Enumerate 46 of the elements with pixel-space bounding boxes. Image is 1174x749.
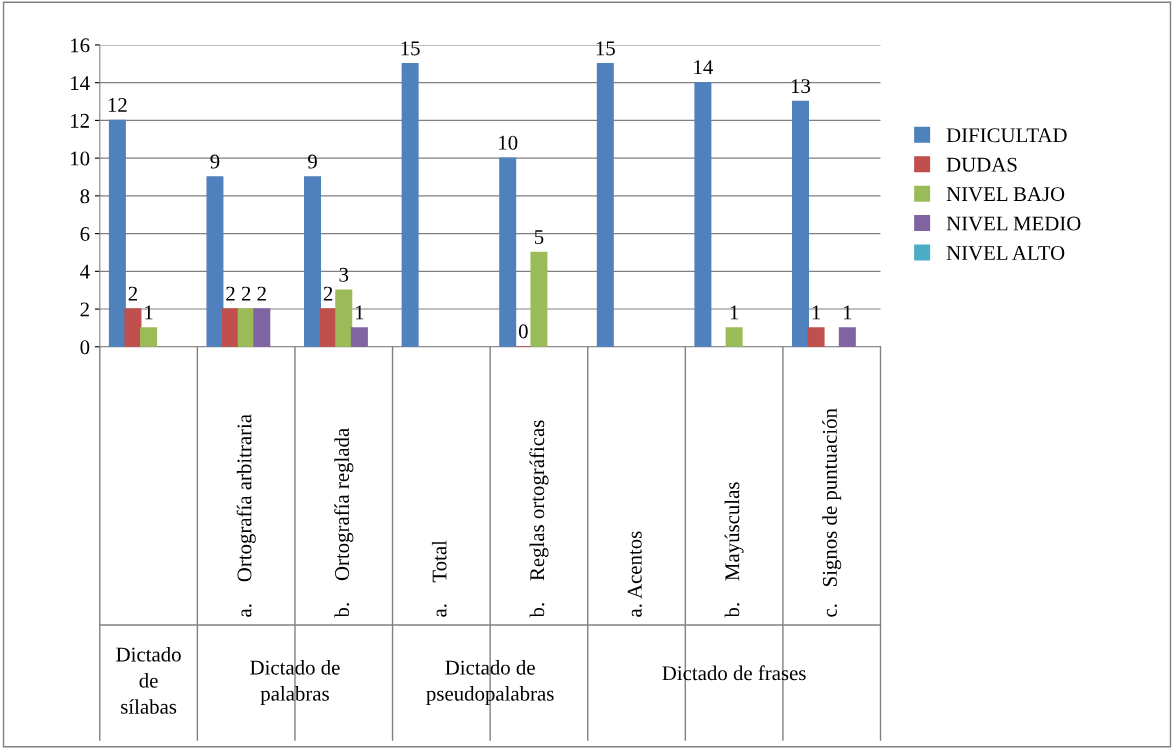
legend-label: NIVEL BAJO bbox=[946, 187, 1065, 202]
legend-label: NIVEL MEDIO bbox=[946, 216, 1081, 231]
data-label: 1 bbox=[730, 305, 739, 320]
y-tick-label: 6 bbox=[80, 227, 90, 242]
data-label: 2 bbox=[226, 286, 235, 301]
data-label: 1 bbox=[356, 305, 364, 320]
text: Dictado de sílabas bbox=[116, 646, 181, 714]
x-tick-label: a. Ortografía arbitraria bbox=[236, 414, 256, 617]
data-label: 14 bbox=[694, 60, 713, 75]
y-tick-label: 4 bbox=[80, 264, 90, 279]
x-tick-label: a. Total bbox=[431, 540, 447, 617]
data-label: 13 bbox=[791, 79, 811, 94]
y-tick-label: 14 bbox=[71, 76, 90, 90]
data-label: 1 bbox=[812, 305, 821, 320]
text: Dictado de frases bbox=[662, 665, 806, 681]
data-label: 9 bbox=[308, 154, 317, 169]
x-tick-label: a. Acentos bbox=[627, 531, 642, 617]
legend-label: DUDAS bbox=[946, 157, 1017, 172]
data-label: 3 bbox=[339, 267, 349, 282]
x-tick-label: b. Ortografía reglada bbox=[334, 428, 354, 618]
y-tick-label: 16 bbox=[71, 38, 90, 53]
data-label: 9 bbox=[210, 154, 220, 169]
data-label: 2 bbox=[128, 286, 138, 301]
data-label: 2 bbox=[241, 286, 251, 301]
legend-label: NIVEL ALTO bbox=[946, 246, 1065, 261]
data-label: 2 bbox=[257, 286, 266, 301]
data-label: 0 bbox=[518, 324, 528, 339]
data-label: 1 bbox=[145, 305, 153, 320]
data-label: 2 bbox=[323, 286, 333, 301]
y-tick-label: 2 bbox=[80, 302, 89, 317]
y-tick-label: 12 bbox=[71, 113, 89, 128]
data-label: 5 bbox=[534, 230, 544, 245]
y-tick-label: 0 bbox=[80, 340, 90, 355]
x-tick-label: c. Signos de puntuación bbox=[822, 408, 842, 617]
data-label: 1 bbox=[843, 305, 852, 320]
data-label: 12 bbox=[108, 98, 127, 112]
text: Dictado de palabras bbox=[250, 659, 340, 706]
data-label: 15 bbox=[596, 41, 615, 56]
data-label: 15 bbox=[401, 41, 420, 56]
x-tick-label: b. Reglas ortográficas bbox=[529, 420, 549, 618]
x-tick-label: b. Mayúsculas bbox=[724, 482, 744, 618]
data-label: 10 bbox=[499, 135, 518, 150]
legend-label: DIFICULTAD bbox=[946, 128, 1067, 143]
y-tick-label: 10 bbox=[71, 151, 90, 166]
text: Dictado de pseudopalabras bbox=[426, 659, 554, 706]
y-tick-label: 8 bbox=[80, 189, 90, 204]
